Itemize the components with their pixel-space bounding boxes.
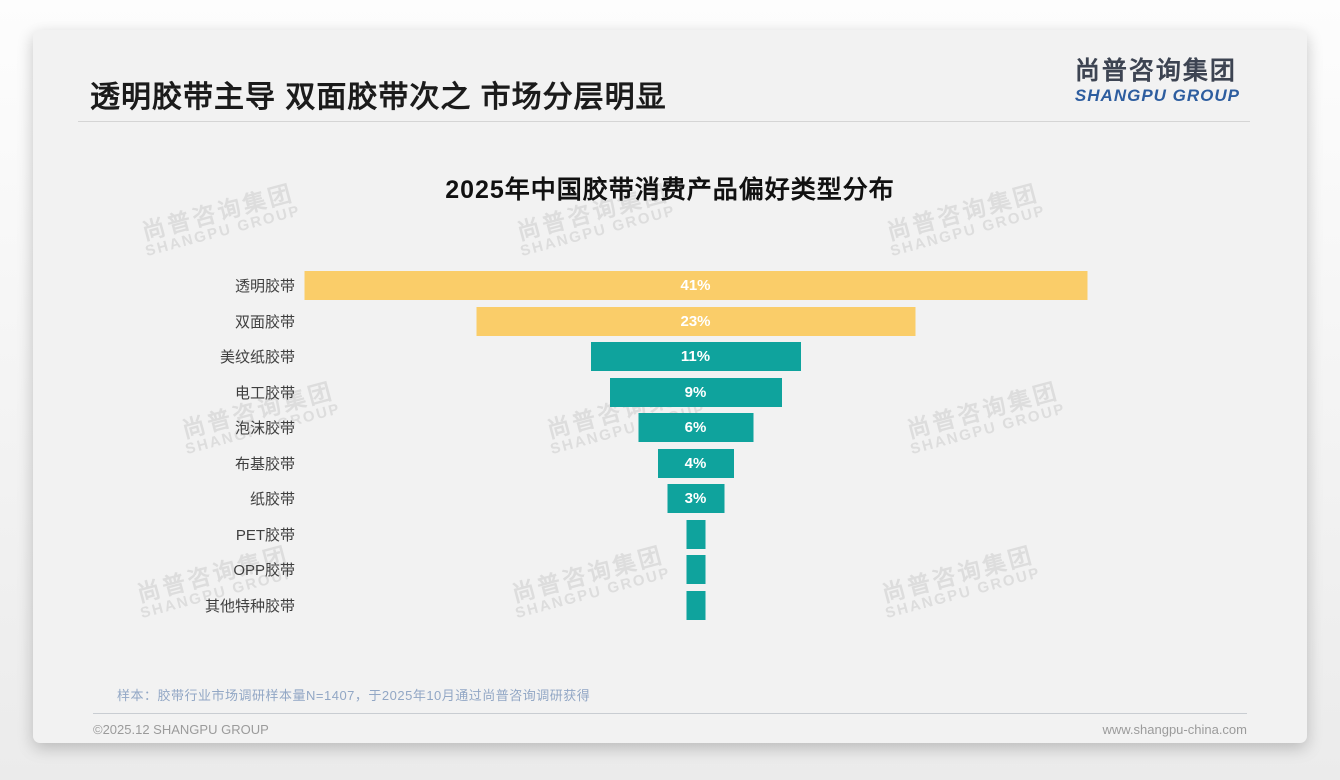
page-title: 透明胶带主导 双面胶带次之 市场分层明显: [90, 81, 667, 114]
bar-track: 3%: [304, 484, 1087, 514]
header-divider: [78, 121, 1250, 122]
chart-row: PET胶带: [33, 517, 1307, 553]
footer-bar: ©2025.12 SHANGPU GROUP www.shangpu-china…: [93, 722, 1247, 737]
logo-english-text: SHANGPU GROUP: [1074, 85, 1240, 105]
chart-bar: 41%: [304, 271, 1087, 301]
bar-value-label: 6%: [684, 419, 707, 437]
chart-bar: 4%: [657, 448, 734, 478]
slide-card: 尚普咨询集团 SHANGPU GROUP 尚普咨询集团 SHANGPU GROUP 尚普…: [33, 30, 1307, 743]
category-label: 其他特种胶带: [204, 597, 295, 615]
bar-value-label: 23%: [680, 312, 711, 330]
company-logo: 尚普咨询集团 SHANGPU GROUP: [1074, 57, 1240, 106]
chart-row: 电工胶带 9%: [33, 375, 1307, 411]
chart-bar: 6%: [638, 413, 753, 443]
bar-track: 23%: [304, 306, 1087, 336]
chart-row: OPP胶带: [33, 552, 1307, 588]
category-label: 布基胶带: [234, 455, 295, 473]
footer-copyright: ©2025.12 SHANGPU GROUP: [93, 722, 269, 737]
bar-track: 6%: [304, 413, 1087, 443]
bar-track: [304, 519, 1087, 549]
bar-track: 41%: [304, 271, 1087, 301]
category-label: 双面胶带: [234, 313, 295, 331]
chart-row: 泡沫胶带 6%: [33, 410, 1307, 446]
chart-row: 透明胶带 41%: [33, 268, 1307, 304]
footer-url: www.shangpu-china.com: [1102, 722, 1247, 737]
chart-bar: [686, 519, 705, 549]
category-label: 纸胶带: [249, 491, 295, 509]
bar-value-label: 4%: [684, 454, 707, 472]
watermark-english-text: SHANGPU GROUP: [143, 202, 303, 261]
bar-value-label: 41%: [680, 277, 711, 295]
bar-track: 11%: [304, 342, 1087, 372]
chart-bar: [686, 555, 705, 585]
chart-bar: 3%: [667, 484, 724, 514]
chart-bar: 23%: [476, 306, 915, 336]
bar-track: 4%: [304, 448, 1087, 478]
chart-row: 双面胶带 23%: [33, 304, 1307, 340]
category-label: 美纹纸胶带: [219, 349, 295, 367]
chart-row: 纸胶带 3%: [33, 481, 1307, 517]
chart-row: 布基胶带 4%: [33, 446, 1307, 482]
category-label: OPP胶带: [233, 562, 295, 580]
footer-divider: [93, 713, 1247, 714]
category-label: PET胶带: [235, 526, 295, 544]
bar-track: [304, 590, 1087, 620]
chart-row: 其他特种胶带: [33, 588, 1307, 624]
category-label: 透明胶带: [234, 278, 295, 296]
watermark-english-text: SHANGPU GROUP: [888, 202, 1048, 261]
bar-value-label: 3%: [684, 490, 707, 508]
bar-track: 9%: [304, 377, 1087, 407]
sample-note: 样本：胶带行业市场调研样本量N=1407，于2025年10月通过尚普咨询调研获得: [117, 688, 591, 703]
chart-row: 美纹纸胶带 11%: [33, 339, 1307, 375]
funnel-bar-chart: 透明胶带 41% 双面胶带 23% 美纹纸胶带 11% 电工胶带 9% 泡沫胶带 6% 布基胶带 4%…: [33, 268, 1307, 623]
category-label: 电工胶带: [234, 384, 295, 402]
chart-title: 2025年中国胶带消费产品偏好类型分布: [445, 176, 895, 204]
chart-bar: 9%: [609, 377, 782, 407]
category-label: 泡沫胶带: [234, 420, 295, 438]
bar-track: [304, 555, 1087, 585]
watermark-english-text: SHANGPU GROUP: [518, 202, 678, 261]
bar-value-label: 9%: [684, 383, 707, 401]
logo-chinese-text: 尚普咨询集团: [1074, 57, 1237, 85]
chart-bar: [686, 590, 705, 620]
bar-value-label: 11%: [680, 348, 711, 366]
chart-bar: 11%: [590, 342, 801, 372]
